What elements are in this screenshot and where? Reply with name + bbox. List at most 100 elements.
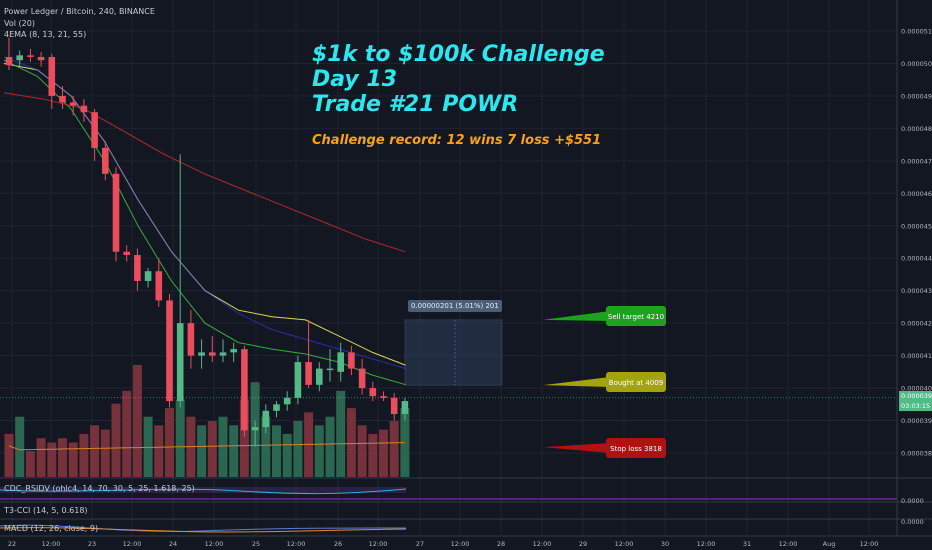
volume-legend: Vol (20) (4, 19, 35, 28)
x-tick-label: 23 (88, 540, 96, 548)
stop-loss-box (606, 438, 666, 458)
ema-21-line (3, 56, 407, 370)
measure-box-label: 0.00000201 (5.01%) 201 (408, 300, 502, 312)
candle-body (37, 56, 45, 61)
volume-bar (336, 390, 346, 477)
volume-bar (357, 425, 367, 477)
candle-body (69, 102, 77, 106)
x-tick-label: 12:00 (205, 540, 224, 548)
symbol-header: Power Ledger / Bitcoin, 240, BINANCE (4, 7, 155, 16)
volume-bar (122, 390, 132, 477)
volume-ma-line (8, 442, 405, 451)
volume-bar (154, 425, 164, 477)
candle-body (48, 56, 56, 96)
x-tick-label: 12:00 (123, 540, 142, 548)
volume-bar (68, 442, 78, 477)
candle-body (348, 352, 355, 369)
volume-bar (90, 425, 100, 477)
x-tick-label: 12:00 (369, 540, 388, 548)
volume-bar (261, 416, 271, 477)
volume-bar (282, 433, 292, 477)
candle-body (241, 349, 248, 431)
y-tick-label: 0.00003900 (901, 417, 932, 425)
candle-body (230, 349, 237, 353)
volume-bar (100, 429, 110, 477)
candle-body (219, 352, 227, 356)
x-tick-label: 31 (743, 540, 751, 548)
y-tick-label: 0.00004800 (901, 125, 932, 133)
countdown-tag: 03:03:15 (899, 401, 932, 411)
volume-bar (58, 438, 67, 477)
volume-bar (400, 408, 410, 477)
x-tick-label: Aug (823, 540, 836, 548)
x-tick-label: 12:00 (779, 540, 798, 548)
y-tick-label: 0.00004400 (901, 255, 932, 263)
volume-layer (4, 365, 410, 477)
x-tick-label: 26 (334, 540, 342, 548)
level-layer: Sell target 4210 Bought at 4009 Stop loss … (0, 306, 897, 458)
rsi-line (0, 488, 407, 495)
candle-body (5, 56, 13, 66)
candle-body (358, 368, 366, 389)
candle-body (326, 368, 334, 371)
y-tick-label: 0.00004300 (901, 287, 932, 295)
candle-body (176, 323, 184, 402)
trade-title: Trade #21 POWR (312, 92, 519, 117)
volume-bar (47, 442, 57, 477)
candle-body (59, 95, 66, 103)
sell-target-pointer (543, 311, 610, 321)
y-tick-label: 0.00004900 (901, 92, 932, 100)
bought-at-box (606, 372, 666, 392)
volume-bar (175, 399, 185, 477)
candle-body (369, 388, 377, 397)
candle-body (390, 397, 398, 415)
volume-bar (15, 416, 25, 477)
candle-body (134, 254, 141, 281)
bought-at-label: Bought at 4009 (609, 379, 663, 387)
candle-body (166, 300, 173, 402)
x-tick-label: 12:00 (287, 540, 306, 548)
x-tick-label: 12:00 (860, 540, 879, 548)
x-tick-label: 25 (252, 540, 260, 548)
y-tick-label: 0.00004100 (901, 352, 932, 360)
indicator-layer (0, 487, 897, 533)
x-tick-label: 28 (497, 540, 505, 548)
candle-body (262, 410, 270, 428)
x-tick-label: 22 (8, 540, 16, 548)
candle-body (112, 173, 120, 252)
candle-body (316, 368, 323, 385)
volume-bar (229, 425, 239, 477)
current-price-tag: 0.00003970 (899, 391, 932, 401)
x-tick-label: 12:00 (533, 540, 552, 548)
y-tick-label: 0.00003800 (901, 450, 932, 458)
volume-bar (293, 421, 303, 477)
challenge-title: $1k to $100k Challenge (312, 42, 605, 67)
candle-body (380, 396, 387, 398)
volume-bar (314, 425, 324, 477)
y-tick-label: 0.00004700 (901, 157, 932, 165)
x-tick-label: 12:00 (615, 540, 634, 548)
volume-bar (379, 429, 388, 477)
x-tick-label: 12:00 (42, 540, 61, 548)
cci-label: T3-CCI (14, 5, 0.618) (4, 506, 88, 515)
candle-body (273, 404, 280, 411)
x-tick-label: 12:00 (697, 540, 716, 548)
volume-bar (389, 421, 399, 477)
x-tick-label: 24 (169, 540, 177, 548)
volume-bar (143, 416, 153, 477)
volume-bar (218, 416, 228, 477)
ema-55-line (3, 92, 406, 253)
y-tick-label: 0.00005000 (901, 60, 932, 68)
day-title: Day 13 (312, 67, 398, 92)
volume-bar (272, 425, 281, 477)
stop-loss-pointer (543, 443, 610, 453)
sell-target-label: Sell target 4210 (608, 313, 664, 321)
candle-body (155, 271, 163, 301)
candle-body (91, 112, 98, 148)
cci-value: 0.0000 (901, 497, 924, 505)
stop-loss-label: Stop loss 3818 (610, 445, 662, 453)
macd-value: 0.0000 (901, 518, 924, 526)
